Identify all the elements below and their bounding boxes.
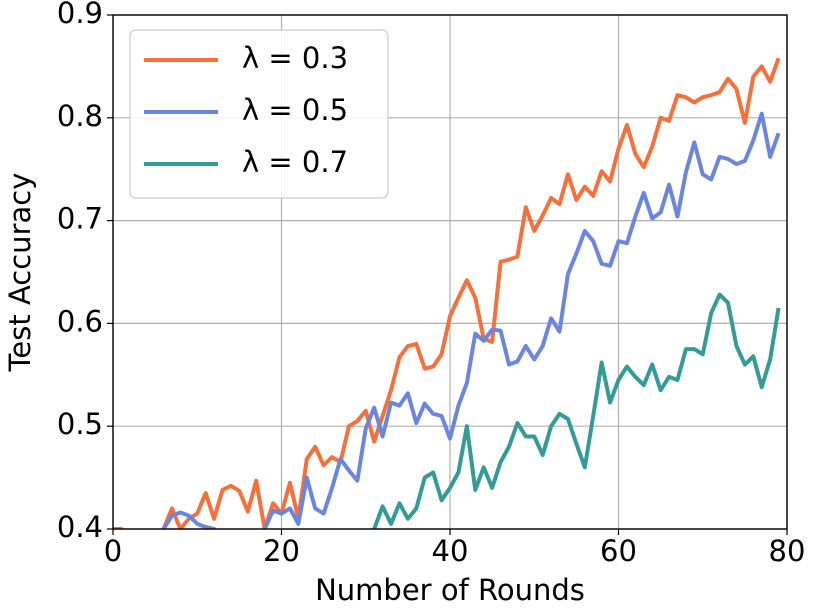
legend-label: λ = 0.7 bbox=[242, 145, 348, 179]
series-line bbox=[160, 111, 781, 529]
x-tick-label: 20 bbox=[263, 534, 300, 568]
x-tick-label: 40 bbox=[432, 534, 469, 568]
legend-box bbox=[129, 29, 389, 199]
y-tick-label: 0.8 bbox=[57, 99, 103, 133]
legend-label: λ = 0.3 bbox=[242, 41, 348, 75]
plot-lines bbox=[113, 57, 781, 529]
series-line bbox=[371, 292, 781, 529]
x-tick-label: 80 bbox=[769, 534, 806, 568]
y-tick-label: 0.5 bbox=[57, 407, 103, 441]
y-tick-label: 0.7 bbox=[57, 202, 103, 236]
y-tick-label: 0.6 bbox=[57, 304, 103, 338]
y-tick-label: 0.9 bbox=[57, 0, 103, 30]
plot-frame bbox=[112, 14, 788, 530]
y-tick-label: 0.4 bbox=[57, 510, 103, 544]
x-tick-label: 0 bbox=[104, 534, 122, 568]
x-axis-label: Number of Rounds bbox=[315, 573, 585, 607]
x-tick-label: 60 bbox=[600, 534, 637, 568]
series-line bbox=[113, 57, 781, 529]
y-axis-label: Test Accuracy bbox=[3, 173, 37, 373]
legend-label: λ = 0.5 bbox=[242, 93, 348, 127]
